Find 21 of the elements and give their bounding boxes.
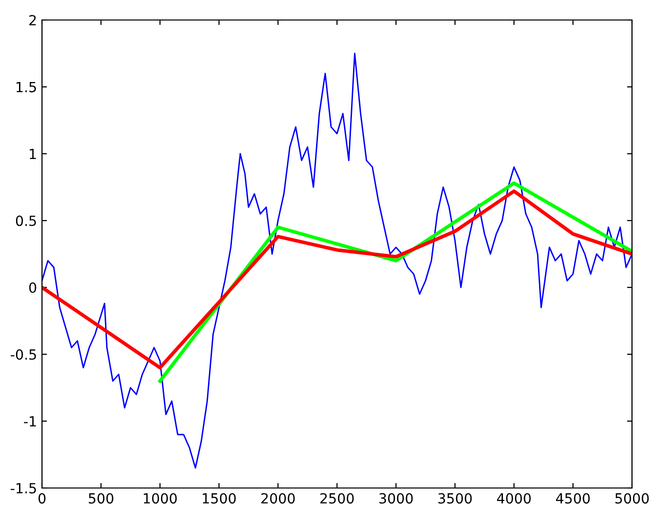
x-tick-label: 2000 [261,493,295,504]
y-tick-label: 2 [29,14,36,26]
x-tick-label: 1000 [144,493,177,504]
x-tick-label: 1500 [202,493,236,504]
y-tick-label: 0 [29,282,36,293]
y-tick-label: -1.5 [10,483,36,494]
x-tick-label: 5000 [615,493,649,504]
x-tick-label: 4500 [556,493,590,504]
y-tick-label: 1.5 [16,82,36,92]
x-tick-label: 500 [88,493,114,504]
x-tick-label: 2500 [320,493,354,504]
line-series [42,52,632,469]
x-tick-label: 3000 [379,493,413,504]
y-tick-label: -1 [24,416,36,426]
y-tick-label: -0.5 [10,349,36,360]
x-tick-label: 3500 [438,493,472,504]
x-tick-label: 0 [38,493,46,504]
x-tick-label: 4000 [497,493,531,504]
y-tick-label: 0.5 [16,216,36,226]
y-tick-label: 1 [30,148,36,159]
line-series [42,189,632,370]
